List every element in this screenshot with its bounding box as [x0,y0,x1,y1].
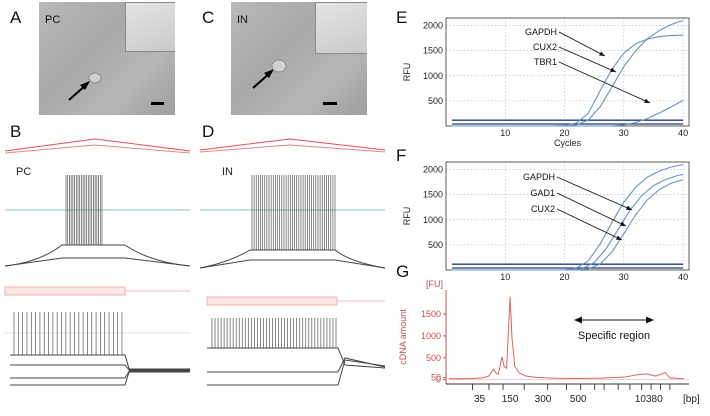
x-tick-label: 30 [619,128,629,138]
y-tick-label: 1500 [423,46,443,56]
x-tick-label: 40 [678,272,688,282]
specific-region-label: Specific region [578,330,650,342]
series-label-arrow [558,61,651,104]
micrograph-in-inset [315,2,367,54]
series-label-tbr1: TBR1 [534,57,557,67]
specific-region-arrowhead-left [574,316,582,324]
x-tick-label: 500 [570,394,587,405]
micrograph-pc-inset [125,2,175,52]
panel-letter-d: D [202,122,215,141]
series-label-arrow [556,208,623,241]
series-label-arrow [558,46,617,73]
y-unit-label: [FU] [426,279,443,289]
panel-b-label: PC [16,166,32,178]
panel-b-traces [4,138,191,386]
y-axis-label: cDNA amount [398,309,408,365]
x-axis-label: [bp] [683,394,700,405]
y-tick-label: 500 [428,96,443,106]
series-label-gad1: GAD1 [530,188,555,198]
x-tick-label: 20 [560,128,570,138]
panel-letter-b: B [10,122,22,141]
series-label-cux2: CUX2 [531,204,555,214]
y-tick-label: 50 [431,372,441,382]
micrograph-in-scalebar [323,102,337,105]
y-axis-label: RFU [402,63,412,82]
y-tick-label: 1500 [421,309,441,319]
y-tick-label: 500 [428,240,443,250]
micrograph-pc: PC [39,2,175,115]
micrograph-in-arrow [252,59,287,89]
y-tick-label: 1000 [423,71,443,81]
series-label-arrowhead [616,235,622,240]
specific-region-arrowhead-right [646,316,654,324]
series-label-arrowhead [644,98,650,103]
series-label-gapdh: GAPDH [523,172,555,182]
micrograph-pc-label: PC [45,14,61,26]
amplification-curve-gapdh [451,34,684,127]
x-tick-label: 300 [535,394,552,405]
series-label-arrowhead [599,51,605,56]
micrograph-pc-arrow [68,72,102,101]
series-label-arrowhead [626,205,632,210]
y-tick-label: 1500 [423,190,443,200]
amplification-curve-tbr1 [451,99,684,127]
panel-d-label: IN [222,166,233,178]
panel-letter-g: G [396,262,410,281]
panel-letter-a: A [10,8,22,27]
electropherogram-trace [449,296,685,380]
x-axis-label: Cycles [554,138,582,148]
series-label-arrow [556,192,627,227]
amplification-curve-cux2 [451,179,684,271]
y-tick-label: 0 [436,375,441,385]
plot-frame [445,17,690,127]
amplification-curve-cux2 [451,19,684,127]
x-tick-label: 10 [500,272,510,282]
series-label-gapdh: GAPDH [525,27,557,37]
y-tick-label: 2000 [423,21,443,31]
x-tick-label: 20 [560,272,570,282]
micrograph-in: IN [231,2,367,115]
y-tick-label: 500 [426,353,441,363]
qpcr-chart-e: 10 20 30 40 500 1000 1500 2000 RFU Cycles GAPDH CUX… [402,17,690,148]
qpcr-chart-f: 10 20 30 40 500 1000 1500 2000 RFU GAPDH GAD1 CUX2 [402,161,690,282]
series-label-cux2: CUX2 [533,42,557,52]
panel-d-traces [199,138,386,386]
plot-frame [445,161,690,271]
y-tick-label: 1000 [421,331,441,341]
panel-letter-e: E [396,8,408,27]
electrophysiology-traces [4,138,386,386]
x-tick-label: 30 [619,272,629,282]
series-label-arrow [558,31,606,57]
x-tick-label: 150 [502,394,519,405]
x-tick-label: 10 [500,128,510,138]
micrograph-pc-scalebar [151,102,164,105]
series-label-arrow [556,176,633,211]
panel-letter-f: F [396,146,407,165]
micrograph-in-label: IN [237,14,248,26]
amplification-curve-gad1 [451,174,684,271]
x-tick-label: 35 [474,394,486,405]
amplification-curve-gapdh [451,163,684,271]
series-label-arrowhead [610,67,616,72]
series-label-arrowhead [620,221,626,226]
x-tick-label: 10380 [635,394,663,405]
electropherogram-chart: 050 500 1000 1500 [FU] cDNA amount 35 150 300 500… [398,279,700,405]
y-axis-label: RFU [402,207,412,226]
panel-letter-c: C [202,8,215,27]
y-tick-label: 1000 [423,215,443,225]
y-tick-label: 2000 [423,165,443,175]
x-tick-label: 40 [678,128,688,138]
